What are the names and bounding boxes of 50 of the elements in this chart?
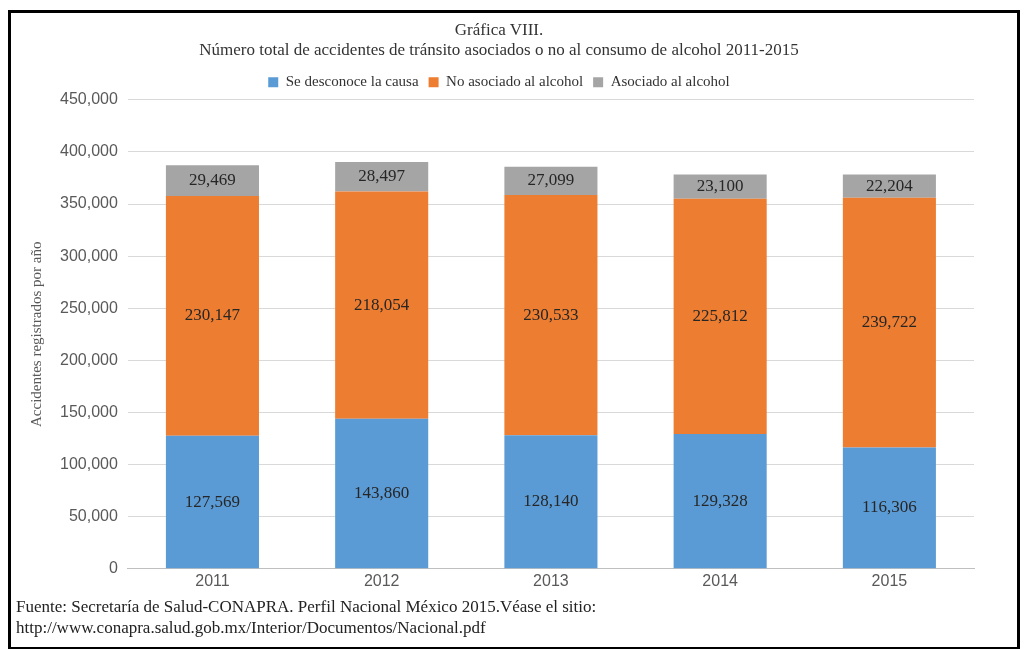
- data-label: 230,533: [523, 304, 579, 324]
- y-tick-label: 450,000: [59, 90, 118, 108]
- y-tick-label: 50,000: [68, 507, 118, 525]
- legend-label: No asociado al alcohol: [446, 73, 584, 90]
- data-label: 116,306: [862, 497, 917, 517]
- x-tick-label: 2015: [871, 571, 908, 589]
- data-label: 29,469: [189, 170, 236, 190]
- y-tick-label: 0: [108, 559, 118, 577]
- x-tick-label: 2012: [363, 571, 400, 589]
- bar: [335, 191, 429, 419]
- data-label: 128,140: [523, 491, 579, 511]
- bar: [335, 418, 429, 569]
- y-tick-label: 300,000: [59, 246, 118, 264]
- data-label: 23,100: [696, 176, 744, 196]
- chart-title: Gráfica VIII.: [454, 19, 544, 39]
- y-axis-title: Accidentes registrados por año: [27, 241, 44, 427]
- data-label: 22,204: [866, 175, 914, 195]
- x-tick-label: 2011: [195, 571, 230, 589]
- bar: [165, 165, 259, 196]
- data-label: 28,497: [358, 166, 406, 186]
- x-tick-label: 2014: [702, 571, 739, 589]
- data-label: 225,812: [692, 305, 748, 325]
- bar: [165, 435, 259, 569]
- data-label: 218,054: [354, 294, 410, 314]
- bar: [335, 161, 429, 192]
- bar: [504, 435, 598, 569]
- data-label: 230,147: [184, 305, 241, 325]
- chart-subtitle: Número total de accidentes de tránsito asociados o no al consumo de alcohol 2011-2015: [199, 40, 799, 60]
- data-label: 239,722: [861, 312, 918, 332]
- y-tick-label: 200,000: [59, 350, 118, 368]
- legend-label: Asociado al alcohol: [610, 73, 730, 90]
- source-note: Fuente: Secretaría de Salud-CONAPRA. Perfil Nacional México 2015.Véase el sitio:: [16, 596, 597, 617]
- y-tick-label: 150,000: [59, 402, 118, 420]
- bar: [673, 434, 767, 569]
- text: http://www.conapra.salud.gob.mx/Interior/Documentos/Nacional.pdf: [16, 617, 487, 638]
- y-tick-label: 250,000: [59, 298, 118, 316]
- y-tick-label: 100,000: [59, 454, 118, 472]
- bar: [842, 447, 936, 569]
- y-tick-label: 400,000: [59, 142, 118, 160]
- data-label: 129,328: [692, 490, 748, 510]
- bar: [842, 197, 936, 448]
- bar: [673, 198, 767, 435]
- y-tick-label: 350,000: [59, 194, 118, 212]
- bar: [504, 194, 598, 436]
- data-label: 143,860: [354, 483, 410, 503]
- legend-label: Se desconoce la causa: [285, 73, 419, 90]
- x-tick-label: 2013: [533, 571, 569, 589]
- bar: [165, 195, 259, 436]
- data-label: 127,569: [184, 491, 241, 511]
- data-label: 27,099: [527, 170, 575, 190]
